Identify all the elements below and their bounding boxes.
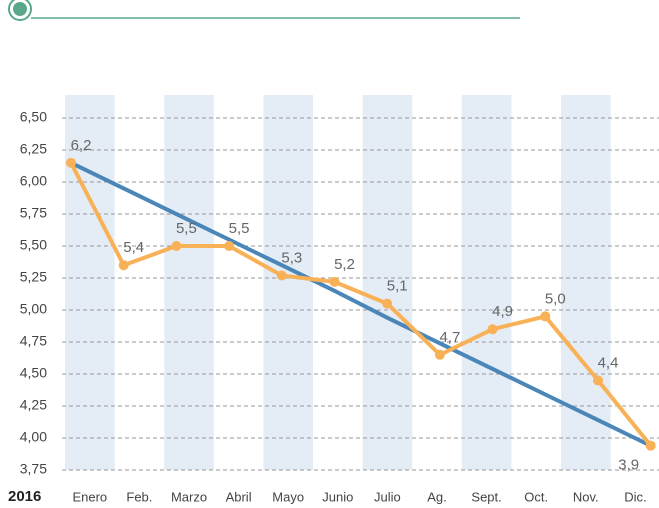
year-label: 2016 [8,488,41,505]
value-label: 5,1 [387,278,408,295]
x-tick-label: Nov. [573,489,599,504]
x-tick-label: Enero [72,489,107,504]
x-tick-label: Sept. [471,489,501,504]
x-tick-label: Dic. [624,489,646,504]
value-label: 4,9 [492,303,513,320]
x-tick-label: Junio [322,489,353,504]
y-tick-label: 5,25 [20,269,47,285]
point [276,270,287,281]
value-label: 5,2 [334,256,355,273]
value-label: 5,0 [545,290,566,307]
y-tick-label: 5,75 [20,205,47,221]
grid [62,117,659,471]
x-tick-label: Mayo [272,489,304,504]
column-band [65,95,115,470]
value-label: 5,4 [123,239,144,256]
column-band [263,95,313,470]
column-band [164,95,214,470]
y-tick-label: 6,50 [20,109,47,125]
point [118,260,129,271]
point [645,440,656,451]
y-tick-label: 4,25 [20,397,47,413]
icon-dot [13,2,27,16]
column-band [362,95,413,470]
x-tick-label: Ag. [427,489,447,504]
x-tick-label: Oct. [524,489,548,504]
point [593,375,603,386]
y-tick-label: 4,75 [20,333,47,349]
x-tick-label: Julio [374,489,401,504]
value-label: 4,4 [598,354,619,371]
bands [65,95,611,470]
y-tick-label: 3,75 [20,461,47,477]
x-tick-label: Marzo [171,489,207,504]
y-tick-label: 4,50 [20,365,47,381]
value-label: 5,5 [229,220,250,237]
value-label: 4,7 [439,329,460,346]
column-band [461,95,512,470]
y-tick-label: 4,00 [20,429,47,445]
point [329,276,340,287]
point [434,349,445,360]
series-line [70,161,652,448]
value-label: 3,9 [618,457,639,474]
value-label: 5,5 [176,220,197,237]
value-label: 6,2 [71,137,92,154]
point [224,241,235,252]
point [487,324,498,335]
point [540,311,551,322]
y-tick-label: 5,50 [20,237,47,253]
x-tick-label: Abril [226,489,252,504]
value-label: 5,3 [281,249,302,266]
point [171,241,182,252]
y-tick-label: 5,00 [20,301,47,317]
y-tick-label: 6,00 [20,173,47,189]
point [66,157,76,168]
y-tick-label: 6,25 [20,141,47,157]
x-tick-label: Feb. [126,489,152,504]
point [382,298,393,309]
header-decoration [8,0,520,21]
plot: 6,2 5,4 5,5 5,5 5,3 5,2 5,1 4,7 4,9 5,0 4,4 3,9 [66,137,656,474]
series-line [69,161,653,447]
